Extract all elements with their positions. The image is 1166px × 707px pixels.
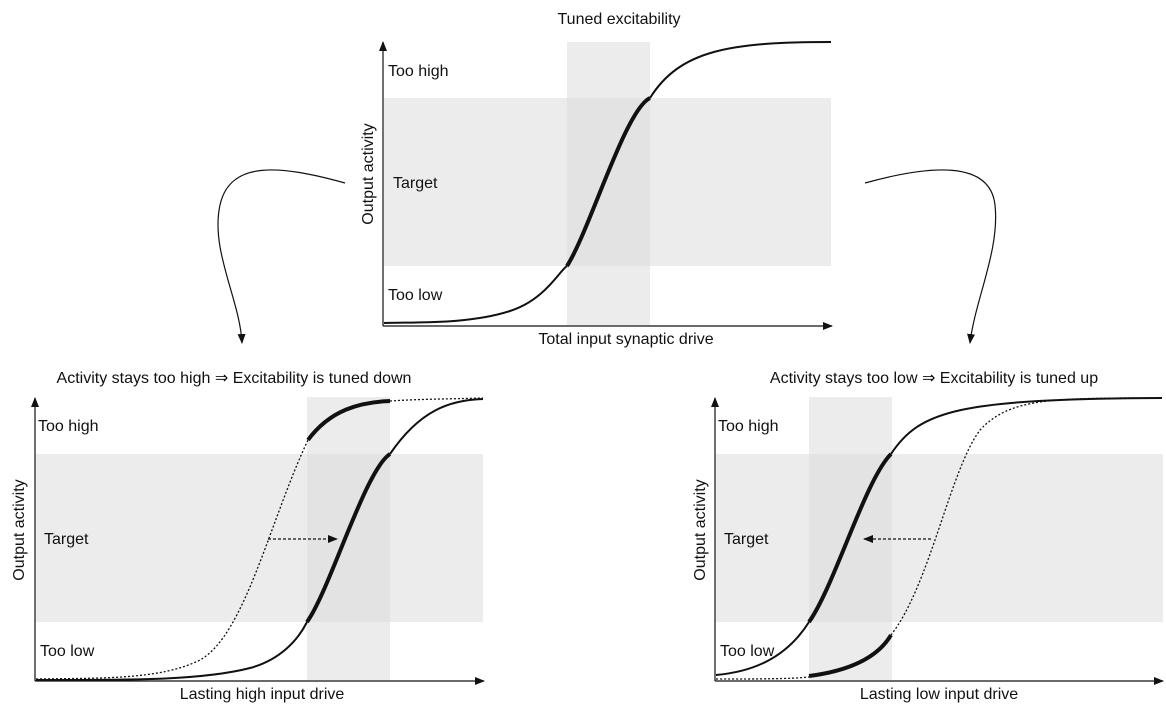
left-original-curve (35, 439, 309, 680)
top-zone-target: Target (393, 175, 438, 192)
left-original-curve-window (306, 399, 391, 442)
left-x-label: Lasting high input drive (180, 686, 345, 703)
right-y-label: Output activity (692, 479, 709, 580)
left-zone-low: Too low (40, 643, 95, 660)
left-target-band (36, 454, 483, 622)
top-x-label: Total input synaptic drive (538, 331, 713, 348)
top-curve-high (649, 41, 832, 99)
right-zone-target: Target (724, 531, 769, 548)
right-panel-title: Activity stays too low ⇒ Excitability is… (770, 370, 1098, 387)
right-tuned-curve-high (890, 397, 1163, 455)
left-tuned-curve-low (35, 621, 308, 682)
left-panel: Activity stays too high ⇒ Excitability i… (11, 370, 485, 703)
left-tuned-curve-target (305, 452, 392, 624)
right-target-band (716, 454, 1163, 622)
top-panel: Tuned excitability Too high Target Too l… (360, 11, 833, 348)
right-x-label: Lasting low input drive (860, 686, 1018, 703)
left-original-curve-tail (389, 397, 484, 402)
top-curve-target (565, 96, 652, 268)
right-original-curve-window (808, 633, 893, 678)
right-tuned-curve-low (715, 621, 810, 676)
left-y-label: Output activity (11, 479, 28, 580)
left-zone-high: Too high (38, 418, 99, 435)
connector-arrow-right (864, 169, 997, 344)
top-y-label: Output activity (360, 123, 377, 224)
top-zone-high: Too high (388, 63, 449, 80)
right-zone-low: Too low (720, 643, 775, 660)
top-input-window (567, 42, 650, 325)
right-tuned-curve-target (807, 452, 893, 624)
left-tuned-curve-high (389, 398, 484, 455)
left-zone-target: Target (44, 531, 89, 548)
right-original-curve-start (715, 676, 810, 680)
top-panel-title: Tuned excitability (557, 11, 680, 28)
top-zone-low: Too low (388, 287, 443, 304)
connector-arrow-left (217, 169, 346, 344)
right-zone-high: Too high (718, 418, 779, 435)
right-panel: Activity stays too low ⇒ Excitability is… (692, 370, 1164, 703)
left-panel-title: Activity stays too high ⇒ Excitability i… (57, 370, 412, 387)
top-curve-low (383, 265, 568, 324)
